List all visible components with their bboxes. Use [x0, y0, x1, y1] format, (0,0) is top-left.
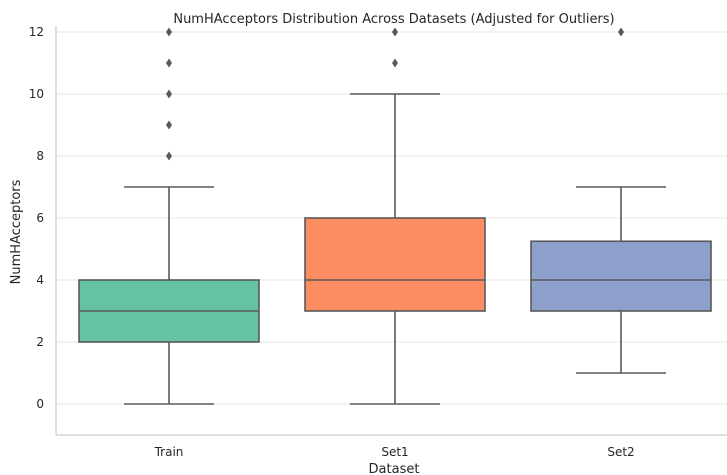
y-tick-label: 6: [36, 211, 44, 225]
outlier-point: [392, 27, 398, 37]
y-tick-labels: 0 2 4 6 8 10 12: [29, 25, 44, 411]
y-axis-label: NumHAcceptors: [9, 179, 24, 284]
box-series: [78, 27, 712, 405]
chart-title: NumHAcceptors Distribution Across Datase…: [173, 12, 614, 27]
y-tick-label: 0: [36, 397, 44, 411]
box-iqr: [530, 240, 712, 312]
y-tick-label: 2: [36, 335, 44, 349]
box-iqr: [304, 217, 486, 312]
outlier-point: [392, 58, 398, 68]
axes: [55, 26, 727, 436]
box-set1: [304, 27, 486, 405]
x-tick-label: Set2: [607, 445, 634, 459]
box-train: [78, 27, 260, 405]
x-tick-labels: Train Set1 Set2: [154, 445, 635, 459]
y-tick-label: 8: [36, 149, 44, 163]
x-tick-label: Train: [154, 445, 184, 459]
outlier-point: [166, 58, 172, 68]
outlier-point: [166, 89, 172, 99]
outlier-point: [618, 27, 624, 37]
outlier-point: [166, 151, 172, 161]
box-set2: [530, 27, 712, 374]
outlier-point: [166, 27, 172, 37]
x-axis-label: Dataset: [369, 462, 420, 475]
y-tick-label: 10: [29, 87, 44, 101]
x-tick-label: Set1: [381, 445, 408, 459]
y-tick-label: 4: [36, 273, 44, 287]
y-tick-label: 12: [29, 25, 44, 39]
outlier-point: [166, 120, 172, 130]
